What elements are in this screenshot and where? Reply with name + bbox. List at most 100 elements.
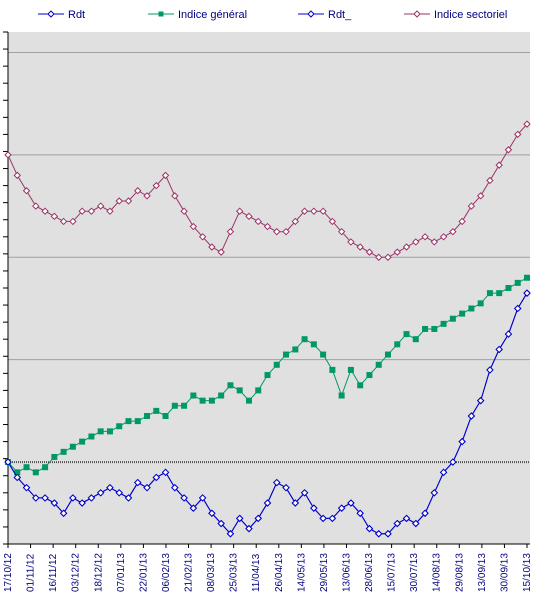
data-point (13, 171, 21, 180)
data-point (320, 351, 327, 358)
data-point (125, 418, 132, 425)
data-point (357, 382, 364, 389)
x-tick-label: 15/10/13 (522, 553, 533, 592)
data-point (440, 320, 447, 327)
data-point (152, 181, 160, 190)
x-tick-label: 16/11/12 (48, 553, 59, 592)
data-point (375, 361, 382, 368)
data-point (236, 387, 243, 394)
legend-item: Indice sectoriel (404, 9, 507, 21)
data-point (292, 346, 299, 353)
data-point (514, 130, 522, 139)
data-point (282, 227, 290, 236)
data-point (254, 514, 262, 523)
data-point (189, 504, 198, 512)
x-tick-label: 26/04/13 (274, 553, 285, 592)
legend-marker (413, 10, 421, 18)
data-point (217, 248, 225, 256)
data-point (514, 279, 521, 286)
data-point (524, 274, 530, 281)
data-point (97, 428, 104, 435)
data-point (171, 483, 179, 492)
x-tick-label: 21/02/13 (184, 553, 195, 592)
data-point (310, 504, 318, 512)
data-point (245, 397, 252, 404)
data-point (439, 468, 448, 477)
data-point (319, 207, 327, 215)
x-tick-label: 06/02/13 (161, 553, 172, 592)
series-layer (4, 120, 531, 538)
data-point (134, 187, 142, 195)
data-point (226, 530, 235, 538)
data-point (78, 207, 86, 215)
data-point (198, 494, 207, 502)
data-point (523, 289, 531, 297)
data-point (384, 253, 392, 261)
legend-item: Indice général (148, 9, 247, 21)
data-point (356, 509, 364, 517)
data-point (337, 504, 346, 512)
data-point (263, 499, 272, 507)
data-point (273, 361, 280, 368)
data-point (384, 351, 391, 358)
data-point (22, 483, 31, 492)
data-point (347, 366, 354, 373)
data-point (347, 238, 355, 246)
data-point (283, 351, 290, 358)
x-tick-label: 22/01/13 (138, 553, 149, 592)
legend-label: Indice sectoriel (434, 9, 507, 21)
data-point (32, 469, 39, 476)
data-point (124, 494, 133, 502)
data-point (504, 146, 513, 154)
data-point (245, 524, 253, 533)
data-point (486, 290, 493, 297)
data-point (22, 187, 31, 195)
data-point (328, 217, 337, 226)
data-point (486, 366, 494, 374)
data-point (328, 514, 337, 523)
data-point (496, 290, 503, 297)
data-point (458, 217, 466, 226)
data-point (365, 524, 374, 533)
data-point (245, 212, 253, 221)
data-point (282, 483, 290, 492)
data-point (403, 331, 410, 338)
data-point (467, 412, 476, 420)
data-point (375, 253, 383, 261)
gridlines (8, 51, 530, 361)
data-point (300, 207, 309, 215)
data-point (255, 387, 262, 394)
data-point (477, 300, 484, 307)
legend-item: Rdt_ (298, 9, 352, 21)
data-point (375, 530, 383, 538)
x-tick-label: 29/05/13 (319, 553, 330, 592)
x-tick-label: 18/12/12 (93, 553, 104, 592)
data-point (412, 519, 420, 528)
data-point (161, 468, 170, 477)
data-point (300, 489, 309, 497)
data-point (449, 315, 456, 322)
series-2 (4, 289, 531, 538)
data-point (505, 285, 512, 291)
legend-marker (307, 10, 315, 18)
data-point (60, 448, 67, 455)
data-point (4, 458, 12, 466)
data-point (88, 433, 95, 440)
data-point (227, 382, 234, 389)
x-tick-label: 11/04/13 (251, 553, 262, 592)
data-point (430, 238, 439, 246)
legend: Rdt Indice général Rdt_ Indice sectoriel (38, 9, 507, 21)
data-point (96, 489, 105, 497)
data-point (412, 238, 420, 246)
data-point (337, 227, 346, 236)
data-point (476, 192, 485, 200)
data-point (42, 464, 49, 471)
data-point (171, 402, 178, 409)
data-point (338, 392, 345, 399)
data-point (226, 227, 235, 236)
x-axis-ticks: 17/10/12 01/11/12 16/11/12 03/12/12 18/12/12… (3, 544, 533, 592)
x-tick-label: 13/06/13 (341, 553, 352, 592)
legend-marker (47, 10, 55, 18)
data-point (422, 325, 429, 332)
data-point (59, 217, 68, 226)
